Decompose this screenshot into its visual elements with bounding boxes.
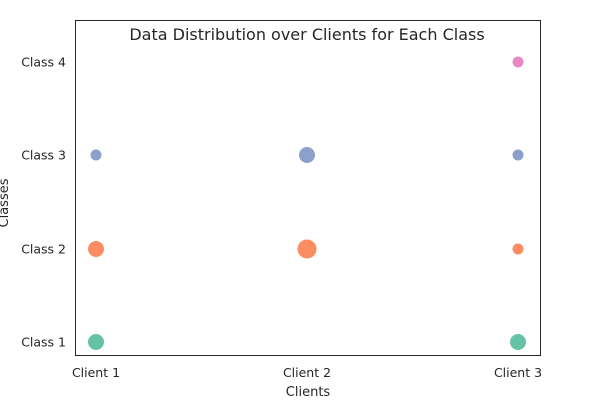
- x-tick-labels: Client 1 Client 2 Client 3: [72, 365, 542, 380]
- data-point: [297, 239, 317, 259]
- data-point: [512, 149, 524, 161]
- plot-frame: [75, 20, 541, 356]
- data-point: [88, 334, 104, 350]
- data-point: [299, 147, 315, 163]
- y-tick-labels: Class 1 Class 2 Class 3 Class 4: [21, 55, 66, 350]
- x-tick-label: Client 3: [494, 365, 542, 380]
- data-point: [90, 149, 102, 161]
- y-tick-label: Class 4: [21, 55, 66, 70]
- y-tick-label: Class 3: [21, 148, 66, 163]
- data-point: [512, 56, 524, 68]
- x-axis-label: Clients: [286, 385, 331, 400]
- y-tick-label: Class 2: [21, 242, 66, 257]
- y-tick-label: Class 1: [21, 335, 66, 350]
- data-points: [88, 56, 526, 350]
- chart-title: Data Distribution over Clients for Each …: [129, 25, 484, 44]
- data-point: [88, 241, 104, 257]
- y-axis-label: Classes: [0, 178, 12, 227]
- x-tick-label: Client 1: [72, 365, 120, 380]
- x-tick-label: Client 2: [283, 365, 331, 380]
- data-point: [510, 334, 526, 350]
- data-point: [512, 243, 524, 255]
